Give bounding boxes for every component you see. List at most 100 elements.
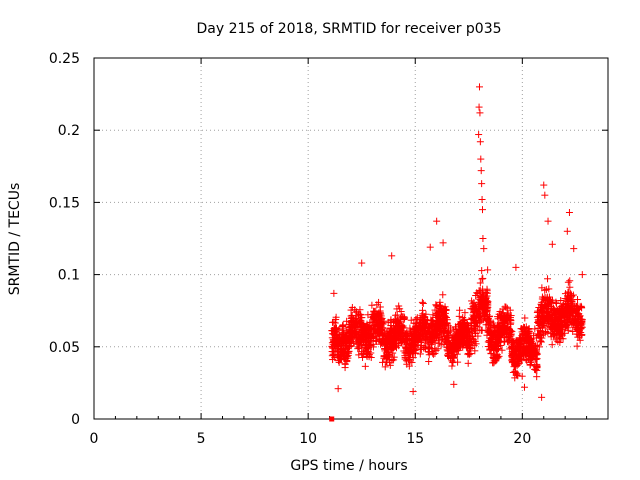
data-point bbox=[423, 317, 431, 325]
data-point bbox=[454, 321, 462, 329]
data-point bbox=[382, 345, 390, 353]
data-point bbox=[358, 321, 366, 329]
x-tick-label: 0 bbox=[90, 431, 99, 447]
data-point bbox=[418, 311, 426, 319]
data-point bbox=[431, 306, 439, 314]
data-point bbox=[433, 328, 441, 336]
data-point bbox=[475, 103, 483, 111]
chart-title: Day 215 of 2018, SRMTID for receiver p03… bbox=[196, 21, 501, 37]
data-point bbox=[429, 311, 437, 319]
data-point bbox=[368, 301, 376, 309]
data-point bbox=[497, 326, 505, 334]
data-point bbox=[334, 385, 342, 393]
y-tick-label: 0.1 bbox=[58, 268, 80, 284]
data-point bbox=[490, 355, 498, 363]
data-point bbox=[348, 319, 356, 327]
data-point bbox=[538, 393, 546, 401]
data-point bbox=[437, 341, 445, 349]
data-point bbox=[375, 323, 383, 331]
data-point bbox=[364, 311, 372, 319]
data-point bbox=[411, 347, 419, 355]
data-point bbox=[381, 332, 389, 340]
data-point bbox=[441, 309, 449, 317]
data-point bbox=[426, 344, 434, 352]
data-point bbox=[429, 350, 437, 358]
data-point bbox=[359, 354, 367, 362]
data-point bbox=[419, 318, 427, 326]
data-point bbox=[506, 306, 514, 314]
data-point bbox=[376, 329, 384, 337]
data-point bbox=[476, 109, 484, 117]
data-point bbox=[335, 358, 343, 366]
data-point bbox=[330, 289, 338, 297]
data-point bbox=[339, 330, 347, 338]
data-point bbox=[503, 314, 511, 322]
data-point bbox=[375, 298, 383, 306]
data-point bbox=[386, 328, 394, 336]
data-point bbox=[391, 331, 399, 339]
data-point bbox=[444, 351, 452, 359]
data-point bbox=[405, 350, 413, 358]
data-point bbox=[372, 336, 380, 344]
data-point bbox=[332, 332, 340, 340]
data-point bbox=[374, 316, 382, 324]
y-tick-label: 0 bbox=[71, 412, 80, 428]
data-point bbox=[521, 314, 529, 322]
data-point bbox=[476, 138, 484, 146]
data-point bbox=[456, 330, 464, 338]
data-point bbox=[479, 235, 487, 242]
data-point bbox=[477, 167, 485, 175]
data-point bbox=[406, 324, 414, 332]
x-tick-label: 20 bbox=[513, 431, 531, 447]
data-point bbox=[565, 209, 573, 217]
data-point bbox=[473, 314, 481, 322]
data-point bbox=[428, 321, 436, 329]
data-point bbox=[506, 330, 514, 338]
data-point bbox=[355, 351, 363, 359]
data-point bbox=[478, 275, 486, 283]
data-point bbox=[419, 299, 427, 307]
data-point bbox=[342, 332, 350, 340]
data-point bbox=[454, 358, 462, 366]
data-point bbox=[482, 288, 490, 296]
data-point bbox=[402, 336, 410, 344]
data-point bbox=[329, 338, 337, 346]
data-points bbox=[328, 83, 586, 422]
data-point bbox=[461, 309, 469, 317]
data-point bbox=[381, 363, 389, 371]
data-point bbox=[361, 336, 369, 344]
data-point bbox=[425, 358, 433, 366]
data-point bbox=[478, 180, 486, 188]
data-point bbox=[418, 337, 426, 345]
data-point bbox=[464, 359, 472, 367]
data-point bbox=[480, 304, 488, 312]
data-point bbox=[445, 332, 453, 340]
data-point bbox=[463, 342, 471, 350]
data-point bbox=[390, 353, 398, 361]
data-point bbox=[503, 323, 511, 331]
data-point bbox=[478, 196, 486, 204]
data-point bbox=[573, 342, 581, 350]
data-point bbox=[331, 354, 339, 362]
data-point bbox=[450, 354, 458, 362]
data-point bbox=[399, 322, 407, 330]
data-point bbox=[449, 353, 457, 361]
data-point bbox=[483, 299, 491, 307]
data-point bbox=[386, 361, 394, 369]
data-point bbox=[564, 278, 572, 286]
x-tick-label: 5 bbox=[197, 431, 206, 447]
data-point bbox=[502, 303, 510, 311]
data-point bbox=[347, 338, 355, 346]
data-point bbox=[432, 301, 440, 309]
data-point bbox=[354, 319, 362, 327]
data-point bbox=[426, 243, 434, 251]
data-point bbox=[379, 339, 387, 347]
data-point bbox=[484, 328, 492, 336]
data-point bbox=[403, 360, 411, 368]
data-point bbox=[434, 345, 442, 353]
data-point bbox=[479, 274, 487, 282]
data-point bbox=[354, 312, 362, 320]
data-point bbox=[500, 333, 508, 341]
data-point bbox=[406, 357, 414, 365]
